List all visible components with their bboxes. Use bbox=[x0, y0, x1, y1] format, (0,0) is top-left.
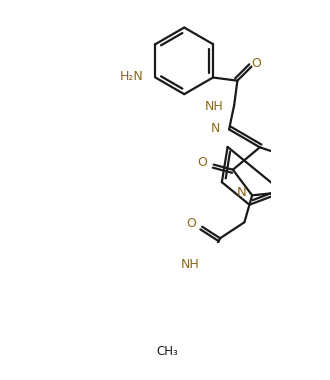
Text: O: O bbox=[186, 217, 196, 230]
Text: O: O bbox=[197, 156, 207, 169]
Text: H₂N: H₂N bbox=[120, 70, 144, 83]
Text: N: N bbox=[211, 122, 220, 135]
Text: NH: NH bbox=[181, 258, 200, 271]
Text: O: O bbox=[252, 57, 262, 70]
Text: N: N bbox=[237, 186, 247, 199]
Text: NH: NH bbox=[205, 100, 224, 113]
Text: CH₃: CH₃ bbox=[157, 345, 179, 358]
